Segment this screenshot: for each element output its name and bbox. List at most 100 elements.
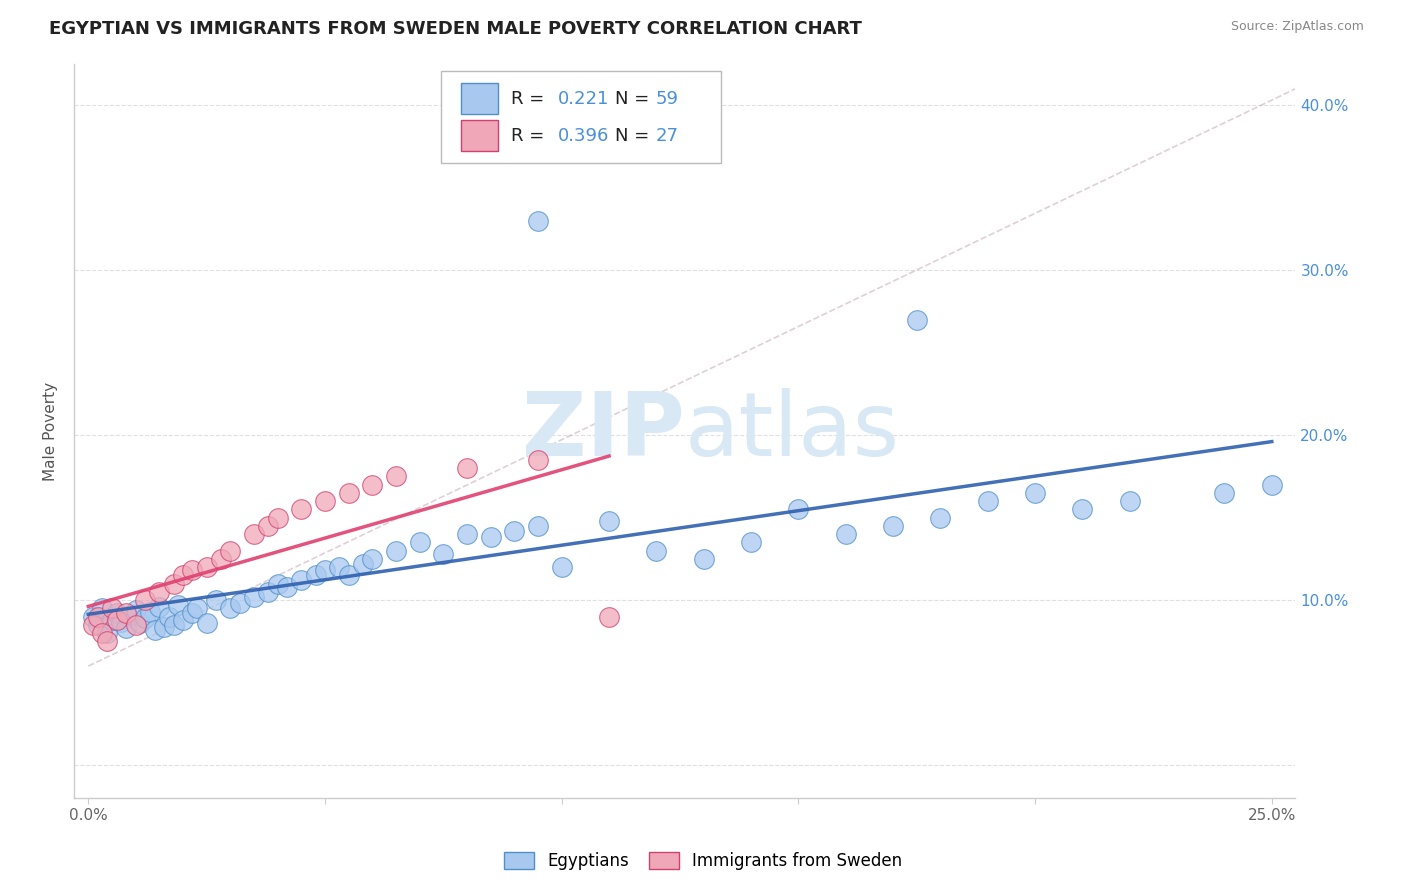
Point bbox=[977, 494, 1000, 508]
Point bbox=[87, 618, 110, 632]
Point bbox=[266, 576, 288, 591]
Point bbox=[456, 461, 478, 475]
Text: N =: N = bbox=[616, 127, 655, 145]
Point bbox=[115, 607, 138, 621]
Point bbox=[105, 613, 128, 627]
Point bbox=[82, 609, 104, 624]
Point bbox=[172, 613, 194, 627]
Point bbox=[835, 527, 858, 541]
Point bbox=[337, 486, 360, 500]
Point bbox=[598, 609, 620, 624]
Text: ZIP: ZIP bbox=[522, 387, 685, 475]
Point bbox=[205, 593, 228, 607]
Point bbox=[186, 601, 208, 615]
Point bbox=[740, 535, 762, 549]
Text: N =: N = bbox=[616, 90, 655, 108]
Point bbox=[82, 618, 104, 632]
Point bbox=[153, 619, 176, 633]
Point bbox=[91, 626, 114, 640]
Point bbox=[929, 510, 952, 524]
Point bbox=[1024, 486, 1046, 500]
Text: 0.221: 0.221 bbox=[558, 90, 609, 108]
Point bbox=[905, 312, 928, 326]
Text: 27: 27 bbox=[655, 127, 679, 145]
Point bbox=[87, 609, 110, 624]
Point bbox=[139, 605, 162, 619]
Point bbox=[361, 552, 384, 566]
Point bbox=[385, 469, 408, 483]
Point bbox=[314, 494, 336, 508]
Point bbox=[479, 531, 502, 545]
Point bbox=[157, 609, 180, 624]
Point bbox=[172, 568, 194, 582]
Point bbox=[290, 502, 312, 516]
Legend: Egyptians, Immigrants from Sweden: Egyptians, Immigrants from Sweden bbox=[498, 845, 908, 877]
Point bbox=[181, 607, 204, 621]
Point bbox=[304, 568, 326, 582]
Text: R =: R = bbox=[512, 127, 550, 145]
Point bbox=[219, 543, 242, 558]
Point bbox=[503, 524, 526, 538]
Point bbox=[432, 547, 454, 561]
Point bbox=[361, 477, 384, 491]
Point bbox=[115, 621, 138, 635]
Point bbox=[550, 560, 572, 574]
Point bbox=[148, 599, 170, 614]
Point bbox=[105, 607, 128, 621]
Point bbox=[243, 590, 266, 604]
Point bbox=[129, 616, 152, 631]
Point bbox=[120, 607, 142, 622]
Point bbox=[219, 601, 242, 615]
Point bbox=[101, 601, 124, 615]
Text: 59: 59 bbox=[655, 90, 679, 108]
Point bbox=[314, 564, 336, 578]
Text: R =: R = bbox=[512, 90, 550, 108]
Point bbox=[598, 514, 620, 528]
Point bbox=[693, 552, 716, 566]
Point bbox=[143, 623, 166, 637]
Point bbox=[527, 519, 550, 533]
Point bbox=[96, 626, 118, 640]
Point bbox=[91, 601, 114, 615]
Point bbox=[124, 618, 146, 632]
Point bbox=[527, 213, 550, 227]
FancyBboxPatch shape bbox=[461, 83, 498, 114]
Point bbox=[162, 576, 184, 591]
Point bbox=[257, 519, 280, 533]
Point bbox=[1071, 502, 1094, 516]
Point bbox=[1119, 494, 1142, 508]
Point bbox=[181, 564, 204, 578]
Point bbox=[328, 560, 350, 574]
Point bbox=[266, 510, 288, 524]
Point bbox=[148, 585, 170, 599]
FancyBboxPatch shape bbox=[461, 120, 498, 152]
Point bbox=[195, 560, 218, 574]
Point bbox=[1261, 477, 1284, 491]
Point bbox=[162, 618, 184, 632]
Point bbox=[101, 613, 124, 627]
Text: 0.396: 0.396 bbox=[558, 127, 609, 145]
Point bbox=[124, 603, 146, 617]
Point bbox=[456, 527, 478, 541]
Point bbox=[110, 615, 132, 629]
Point bbox=[1213, 486, 1236, 500]
Point bbox=[527, 453, 550, 467]
Text: atlas: atlas bbox=[685, 387, 900, 475]
Point bbox=[243, 527, 266, 541]
Point bbox=[337, 568, 360, 582]
Point bbox=[352, 557, 374, 571]
Point bbox=[276, 580, 298, 594]
Point bbox=[167, 598, 190, 612]
Point bbox=[134, 593, 156, 607]
Text: Source: ZipAtlas.com: Source: ZipAtlas.com bbox=[1230, 20, 1364, 33]
Point bbox=[257, 585, 280, 599]
Point bbox=[408, 535, 430, 549]
Point bbox=[209, 552, 232, 566]
Point bbox=[787, 502, 810, 516]
Point bbox=[96, 634, 118, 648]
Point bbox=[882, 519, 904, 533]
Point bbox=[134, 611, 156, 625]
Text: EGYPTIAN VS IMMIGRANTS FROM SWEDEN MALE POVERTY CORRELATION CHART: EGYPTIAN VS IMMIGRANTS FROM SWEDEN MALE … bbox=[49, 20, 862, 37]
FancyBboxPatch shape bbox=[440, 71, 721, 163]
Point bbox=[385, 543, 408, 558]
